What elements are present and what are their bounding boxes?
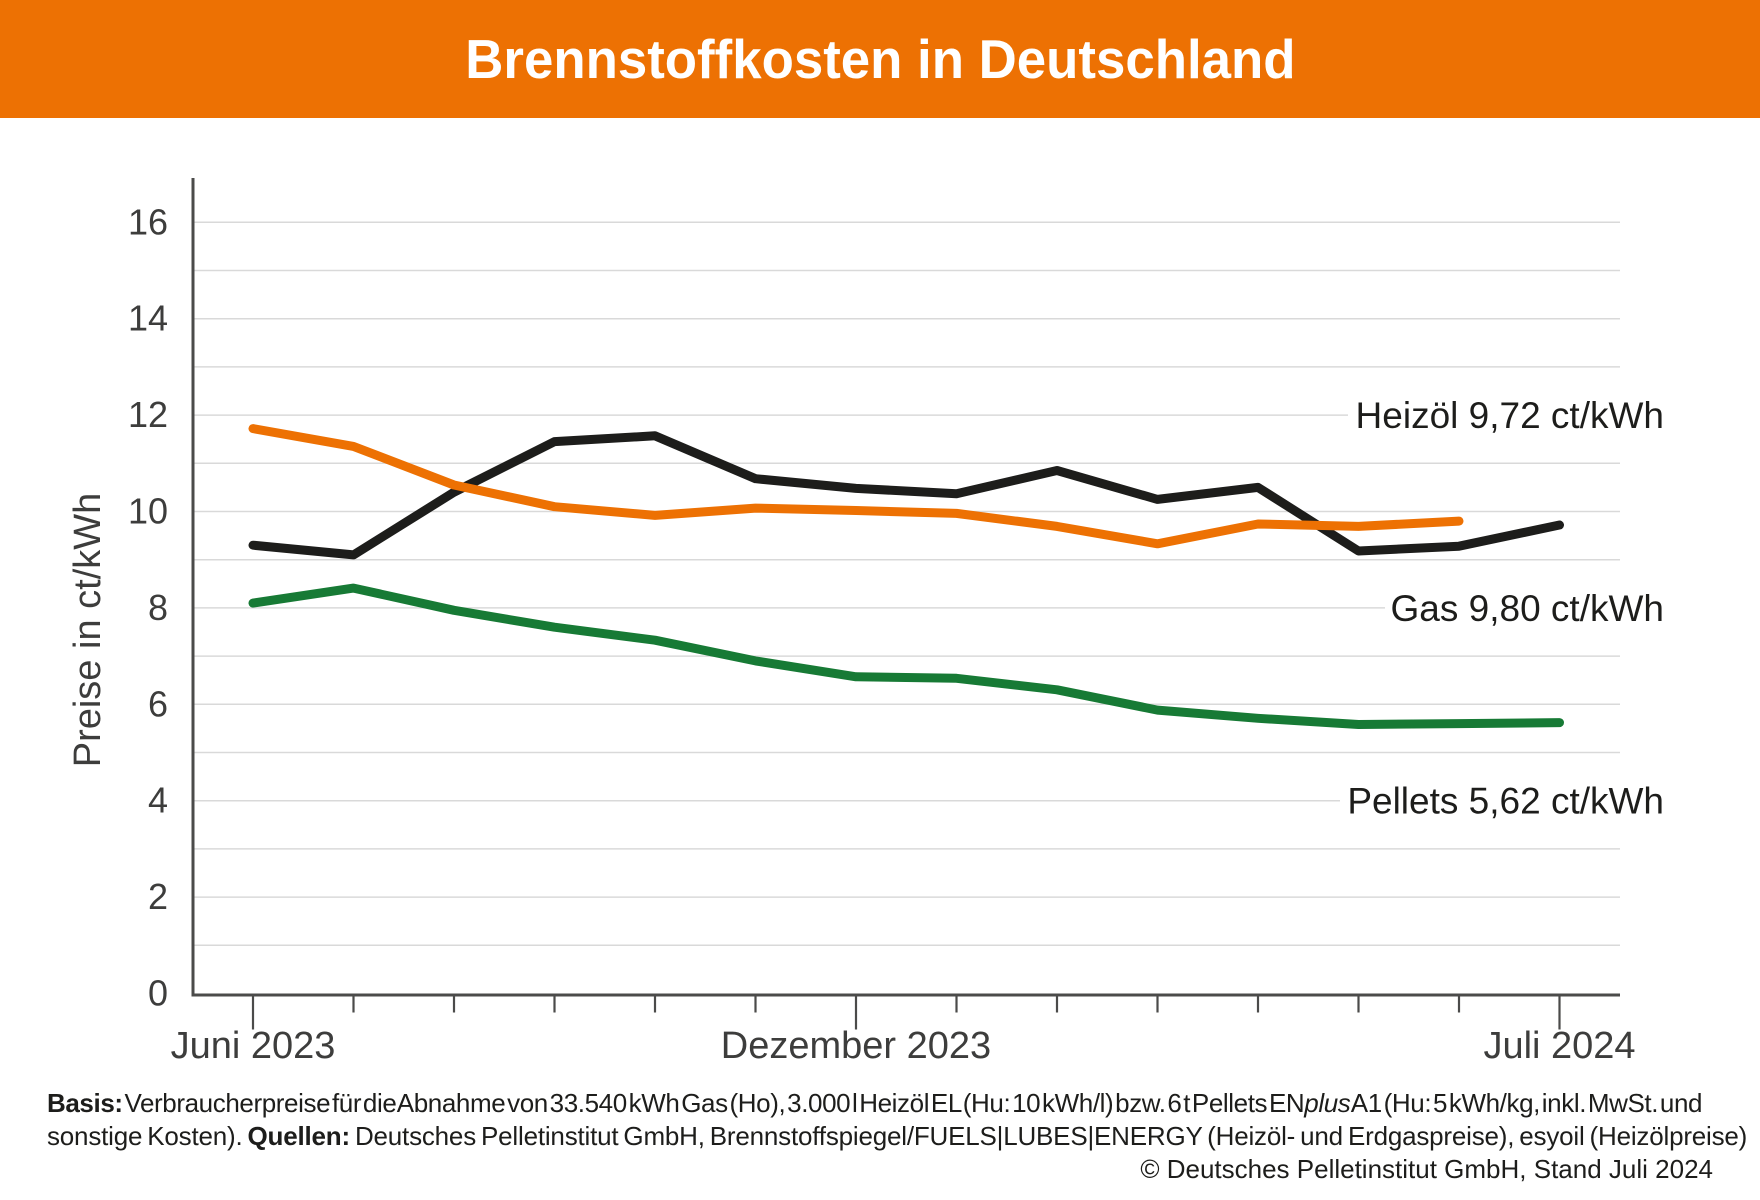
title-banner: Brennstoffkosten in Deutschland [0, 0, 1760, 118]
x-tick-label: Juni 2023 [171, 1025, 336, 1067]
x-tick-label: Dezember 2023 [721, 1025, 991, 1067]
footer-segment: Quellen: [247, 1121, 355, 1151]
footer-segment: A1 (Hu: 5 kWh/kg, inkl. MwSt. und [1350, 1088, 1703, 1118]
y-tick-label: 8 [148, 587, 168, 628]
footer-segment: sonstige Kosten). [47, 1121, 248, 1151]
page-title: Brennstoffkosten in Deutschland [464, 28, 1296, 90]
series-label-heizl: Heizöl 9,72 ct/kWh [1356, 395, 1664, 436]
y-tick-label: 12 [128, 394, 168, 435]
y-tick-label: 10 [128, 491, 168, 532]
y-tick-label: 6 [148, 683, 168, 724]
footer-segment: Verbraucherpreise für die Abnahme von 33… [124, 1088, 1305, 1118]
y-tick-label: 4 [148, 780, 168, 821]
y-tick-label: 0 [148, 973, 168, 1014]
footer-basis-note: Basis: Verbraucherpreise für die Abnahme… [47, 1088, 1713, 1119]
footer-copyright: © Deutsches Pelletinstitut GmbH, Stand J… [1140, 1154, 1713, 1184]
series-line-heizl [248, 431, 1564, 560]
footer-segment: Basis: [47, 1088, 125, 1118]
series-label-pellets: Pellets 5,62 ct/kWh [1347, 781, 1664, 822]
series-label-gas: Gas 9,80 ct/kWh [1391, 588, 1665, 629]
footer-sources-note: sonstige Kosten). Quellen: Deutsches Pel… [47, 1121, 1747, 1152]
y-tick-label: 14 [128, 298, 168, 339]
series-line-pellets [248, 583, 1564, 729]
footer-segment: plus [1304, 1088, 1351, 1118]
footer-segment: Deutsches Pelletinstitut GmbH, Brennstof… [354, 1121, 1748, 1151]
y-tick-label: 16 [128, 201, 168, 242]
y-tick-label: 2 [148, 876, 168, 917]
y-axis-title: Preise in ct/kWh [67, 493, 109, 768]
x-tick-label: Juli 2024 [1483, 1025, 1635, 1067]
series-line-gas [248, 424, 1464, 549]
